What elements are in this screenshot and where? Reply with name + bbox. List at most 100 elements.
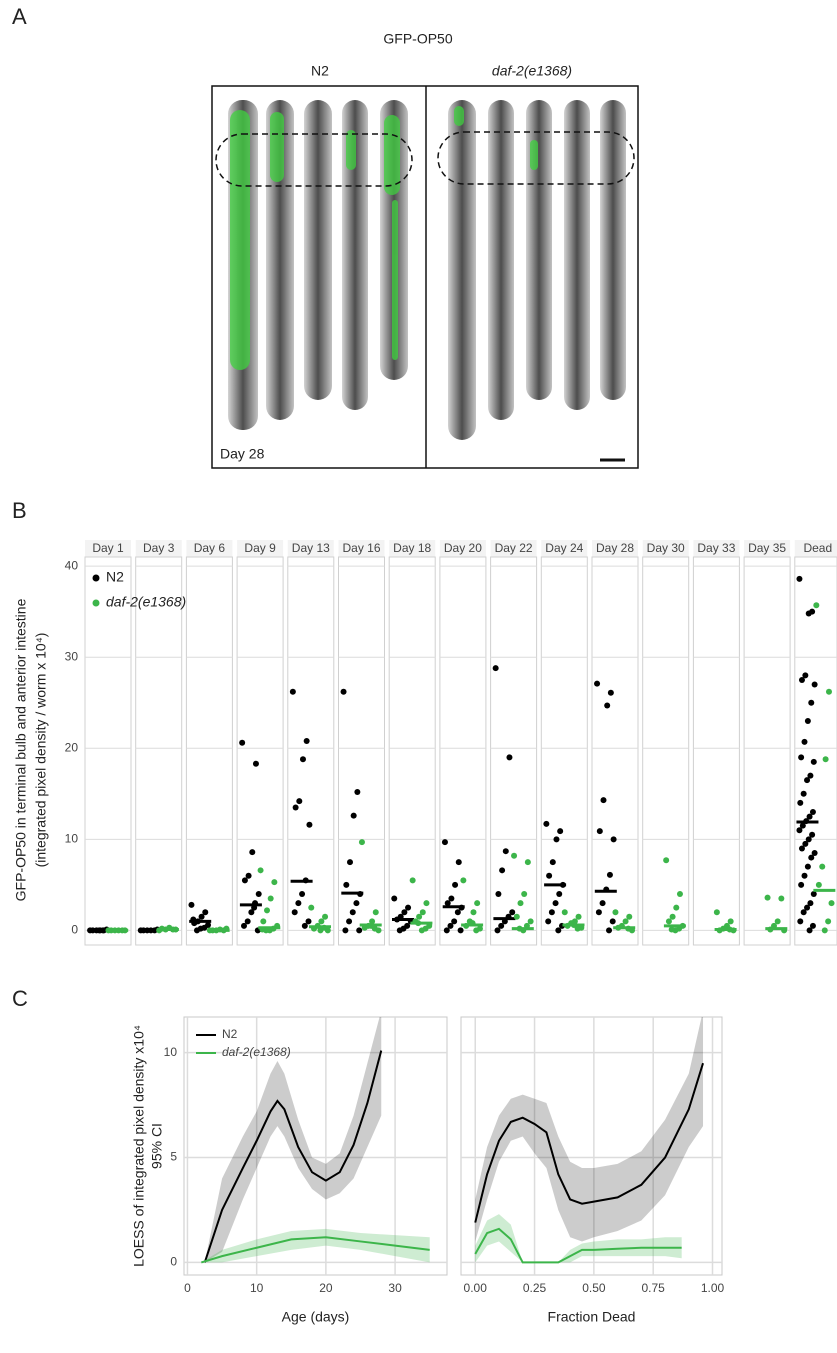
data-point bbox=[353, 900, 360, 907]
data-point bbox=[668, 926, 675, 933]
data-point bbox=[822, 756, 829, 763]
data-point bbox=[798, 754, 805, 761]
data-point bbox=[260, 918, 267, 925]
data-point bbox=[807, 900, 814, 907]
group-label: N2 bbox=[311, 63, 329, 79]
data-point bbox=[622, 918, 629, 925]
y-tick-label: 10 bbox=[164, 1045, 178, 1059]
data-point bbox=[804, 904, 811, 911]
data-point bbox=[249, 849, 256, 856]
data-point bbox=[303, 737, 310, 744]
data-point bbox=[806, 927, 813, 934]
data-point bbox=[676, 890, 683, 897]
y-axis-label: GFP-OP50 in terminal bulb and anterior i… bbox=[13, 598, 29, 901]
data-point bbox=[596, 828, 603, 835]
facet-panel bbox=[388, 556, 436, 946]
data-point bbox=[825, 918, 832, 925]
data-point bbox=[811, 850, 818, 857]
data-point bbox=[549, 859, 556, 866]
legend-label: N2 bbox=[222, 1027, 238, 1041]
y-tick-label: 10 bbox=[65, 832, 79, 846]
data-point bbox=[604, 702, 611, 709]
legend-swatch bbox=[92, 599, 100, 607]
x-tick-label: 10 bbox=[250, 1281, 264, 1295]
annotation: Day 28 bbox=[220, 446, 265, 462]
data-point bbox=[806, 813, 813, 820]
y-tick-label: 5 bbox=[170, 1150, 177, 1164]
data-point bbox=[798, 881, 805, 888]
data-point bbox=[346, 918, 353, 925]
data-point bbox=[409, 877, 416, 884]
data-point bbox=[369, 918, 376, 925]
facet-header bbox=[439, 540, 486, 557]
data-point bbox=[473, 927, 480, 934]
data-point bbox=[626, 913, 633, 920]
data-point bbox=[358, 839, 365, 846]
data-point bbox=[322, 913, 329, 920]
data-point bbox=[713, 909, 720, 916]
confidence-band bbox=[201, 1228, 430, 1263]
data-point bbox=[798, 845, 805, 852]
data-point bbox=[804, 863, 811, 870]
data-point bbox=[244, 918, 251, 925]
y-tick-label: 20 bbox=[65, 740, 79, 754]
facet-label: Day 18 bbox=[393, 541, 431, 555]
data-point bbox=[813, 602, 820, 609]
data-point bbox=[819, 863, 826, 870]
data-point bbox=[295, 900, 302, 907]
facet-panel bbox=[642, 556, 690, 946]
data-point bbox=[802, 672, 809, 679]
data-point bbox=[317, 927, 324, 934]
data-point bbox=[347, 859, 353, 866]
data-point bbox=[454, 909, 461, 916]
data-point bbox=[574, 925, 581, 932]
data-point bbox=[810, 890, 817, 897]
x-tick-label: 0 bbox=[184, 1281, 191, 1295]
data-point bbox=[350, 812, 357, 819]
facet-panel bbox=[794, 556, 837, 946]
data-point bbox=[448, 895, 455, 902]
legend-label: daf-2(e1368) bbox=[222, 1045, 291, 1059]
data-point bbox=[498, 922, 505, 929]
data-point bbox=[391, 895, 398, 902]
data-point bbox=[825, 688, 832, 695]
data-point bbox=[797, 799, 804, 806]
group-label: daf-2(e1368) bbox=[492, 63, 572, 79]
data-point bbox=[241, 877, 248, 884]
facet-label: Day 28 bbox=[596, 541, 634, 555]
data-point bbox=[513, 913, 520, 920]
plot-layer bbox=[474, 1017, 704, 1264]
facet-header bbox=[237, 540, 284, 557]
facet-panel bbox=[439, 556, 487, 946]
data-point bbox=[557, 828, 564, 835]
data-point bbox=[545, 918, 552, 925]
data-point bbox=[555, 927, 562, 934]
data-point bbox=[521, 890, 528, 897]
data-point bbox=[492, 665, 499, 672]
loess-line bbox=[474, 1227, 682, 1264]
data-point bbox=[610, 836, 617, 843]
data-point bbox=[495, 890, 502, 897]
data-point bbox=[494, 927, 501, 934]
data-point bbox=[800, 790, 807, 797]
facet-label: Day 33 bbox=[697, 541, 735, 555]
data-point bbox=[561, 909, 568, 916]
loess-line bbox=[474, 1062, 704, 1223]
facet-header bbox=[642, 540, 689, 557]
confidence-band bbox=[204, 1017, 382, 1263]
y-axis-label: 95% CI bbox=[149, 1123, 165, 1169]
data-point bbox=[546, 872, 553, 879]
y-axis-label: (integrated pixel density / worm x 10⁴) bbox=[33, 633, 49, 868]
y-tick-label: 30 bbox=[65, 649, 79, 663]
data-point bbox=[299, 890, 306, 897]
data-point bbox=[245, 872, 252, 879]
legend-label: N2 bbox=[106, 569, 124, 585]
data-point bbox=[444, 900, 451, 907]
facet-label: Day 30 bbox=[647, 541, 685, 555]
data-point bbox=[452, 881, 459, 888]
data-point bbox=[799, 822, 806, 829]
x-axis-label: Age (days) bbox=[282, 1309, 350, 1325]
data-point bbox=[455, 859, 462, 866]
data-point bbox=[451, 918, 458, 925]
